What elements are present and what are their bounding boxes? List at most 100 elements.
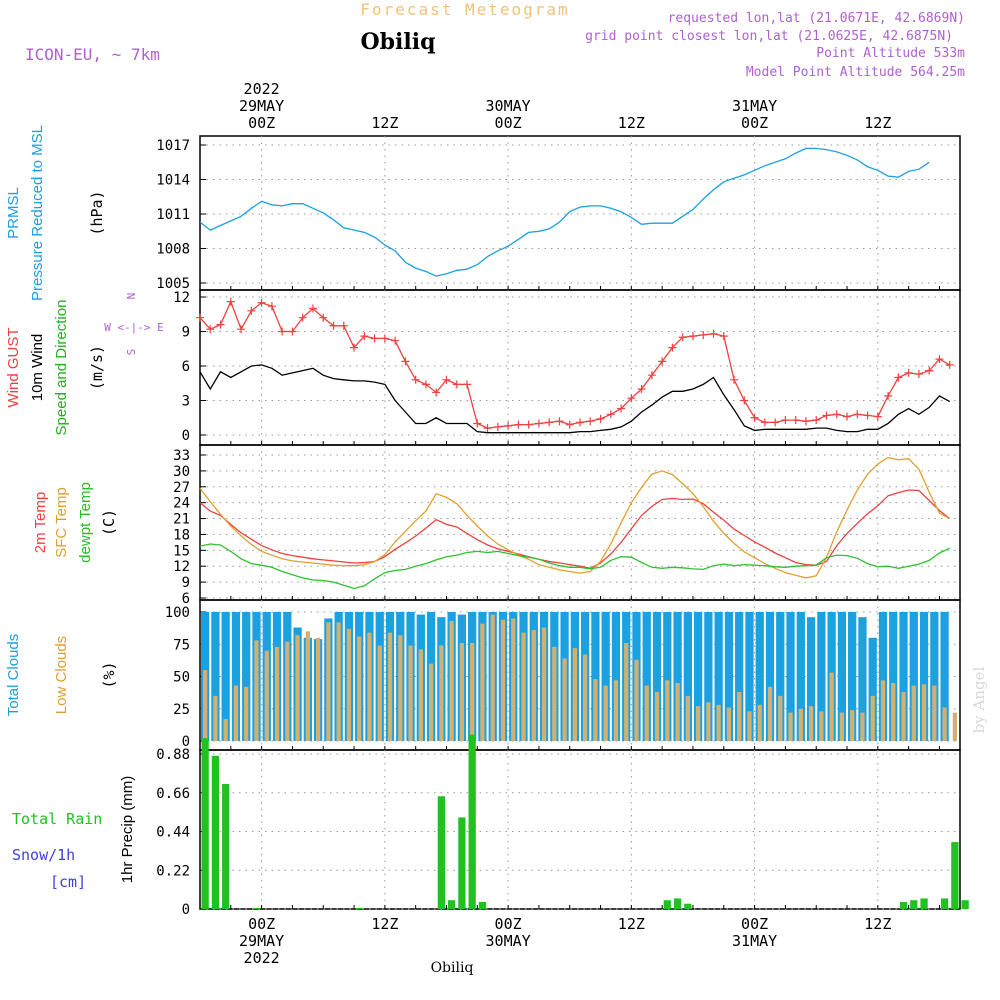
total-cloud-bar bbox=[714, 612, 723, 741]
bottom-time-label: 29MAY bbox=[239, 932, 284, 950]
precip-bar bbox=[458, 817, 466, 909]
low-cloud-bar bbox=[634, 659, 639, 741]
precip-bar bbox=[899, 901, 908, 909]
total-cloud-bar bbox=[724, 612, 734, 741]
low-cloud-bar bbox=[870, 695, 875, 741]
precip-bar bbox=[940, 898, 949, 909]
total-cloud-bar bbox=[889, 612, 898, 741]
low-cloud-bar bbox=[562, 658, 567, 741]
low-cloud-bar bbox=[511, 618, 516, 741]
y-tick-label: 100 bbox=[165, 605, 190, 621]
low-cloud-bar bbox=[911, 685, 916, 741]
clouds-panel: 0 25 50 75 100 Total Clouds Low Clouds (%) bbox=[5, 599, 961, 751]
low-cloud-bar bbox=[531, 630, 536, 741]
gust-marker bbox=[668, 343, 677, 352]
precip-bar bbox=[252, 908, 261, 909]
top-time-label: 29MAY bbox=[239, 97, 284, 115]
low-cloud-bar bbox=[326, 622, 331, 741]
low-cloud-bar bbox=[603, 685, 608, 741]
precip-side-label: Total Rain bbox=[12, 810, 102, 828]
precip-bar bbox=[951, 842, 959, 909]
panels: 1005 1008 1011 1014 1017 PRMSL Pressure Reduce… bbox=[5, 125, 969, 918]
gust-marker bbox=[432, 388, 441, 397]
y-tick-label: 0 bbox=[182, 902, 190, 918]
gust-marker bbox=[719, 332, 728, 341]
gust-marker bbox=[812, 416, 821, 425]
total-cloud-bar bbox=[591, 612, 600, 741]
gust-marker bbox=[421, 380, 430, 389]
total-cloud-bar bbox=[909, 612, 918, 741]
total-cloud-bar bbox=[673, 612, 682, 741]
low-cloud-bar bbox=[860, 712, 865, 741]
gust-marker bbox=[237, 325, 246, 334]
total-cloud-bar bbox=[940, 612, 949, 741]
low-cloud-bar bbox=[747, 711, 752, 741]
station-title: Obiliq bbox=[360, 29, 435, 55]
header: Forecast Meteogram Obiliq ICON-EU, ~ 7km… bbox=[25, 0, 988, 976]
axis-title: Wind GUST bbox=[5, 327, 22, 407]
axis-unit: (hPa) bbox=[88, 190, 106, 235]
gust-marker bbox=[452, 380, 461, 389]
gust-marker bbox=[339, 321, 348, 330]
low-cloud-bar bbox=[264, 650, 269, 741]
low-cloud-bar bbox=[942, 707, 947, 741]
y-tick-label: 0.88 bbox=[156, 747, 190, 763]
low-cloud-bar bbox=[470, 642, 475, 741]
pressure-panel: 1005 1008 1011 1014 1017 PRMSL Pressure Reduce… bbox=[5, 125, 961, 301]
axis-title: 1hr Precip (mm) bbox=[119, 776, 136, 884]
low-cloud-bar bbox=[315, 637, 321, 741]
y-tick-label: 18 bbox=[173, 527, 190, 543]
low-cloud-bar bbox=[213, 695, 218, 741]
total-cloud-bar bbox=[899, 612, 908, 741]
gust-marker bbox=[267, 302, 276, 311]
top-time-label: 12Z bbox=[371, 114, 398, 132]
gust-marker bbox=[257, 298, 266, 307]
top-time-label: 31MAY bbox=[732, 97, 777, 115]
low-cloud-bar bbox=[408, 645, 413, 741]
total-cloud-bar bbox=[611, 612, 621, 741]
low-cloud-bar bbox=[449, 621, 454, 741]
precip-frame bbox=[199, 749, 961, 910]
bottom-time-label: 00Z bbox=[248, 915, 275, 933]
bottom-time-label: 30MAY bbox=[486, 932, 531, 950]
total-cloud-bar bbox=[652, 612, 662, 741]
axis-title: Total Clouds bbox=[5, 634, 22, 717]
gust-marker bbox=[688, 332, 697, 341]
gust-marker bbox=[627, 394, 636, 403]
low-cloud-bar bbox=[891, 682, 896, 741]
gust-marker bbox=[586, 417, 595, 426]
low-cloud-bar bbox=[767, 686, 773, 741]
gust-marker bbox=[576, 418, 584, 427]
y-tick-label: 0.66 bbox=[156, 786, 190, 802]
gust-marker bbox=[699, 330, 708, 339]
precip-bar bbox=[478, 901, 487, 909]
low-cloud-bar bbox=[295, 635, 300, 741]
y-tick-label: 12 bbox=[173, 290, 190, 306]
gust-marker bbox=[350, 343, 359, 352]
total-cloud-bar bbox=[242, 612, 251, 741]
total-cloud-bar bbox=[796, 612, 805, 741]
total-cloud-bar bbox=[776, 612, 785, 741]
bottom-time-label: 31MAY bbox=[732, 932, 777, 950]
axis-title: SFC Temp bbox=[53, 487, 70, 558]
precip-panel: 0 0.22 0.44 0.66 0.88 1hr Precip (mm) Total Ra… bbox=[12, 734, 969, 918]
gust-marker bbox=[463, 380, 472, 389]
gust-marker bbox=[308, 304, 317, 313]
low-cloud-bar bbox=[274, 646, 280, 741]
y-tick-label: 6 bbox=[182, 591, 190, 607]
low-cloud-bar bbox=[572, 648, 577, 741]
low-cloud-bar bbox=[778, 695, 783, 741]
axis-title: Low Clouds bbox=[53, 636, 70, 714]
gust-marker bbox=[945, 360, 954, 369]
axis-title: 2m Temp bbox=[32, 492, 49, 553]
gust-marker bbox=[216, 320, 225, 329]
gust-marker bbox=[832, 410, 841, 419]
gust-marker bbox=[278, 327, 287, 336]
top-time-label: 00Z bbox=[495, 114, 522, 132]
total-cloud-bar bbox=[735, 612, 744, 741]
y-tick-label: 33 bbox=[173, 448, 190, 464]
low-cloud-bar bbox=[665, 680, 670, 741]
low-cloud-bar bbox=[541, 627, 547, 741]
low-cloud-bar bbox=[880, 680, 886, 741]
